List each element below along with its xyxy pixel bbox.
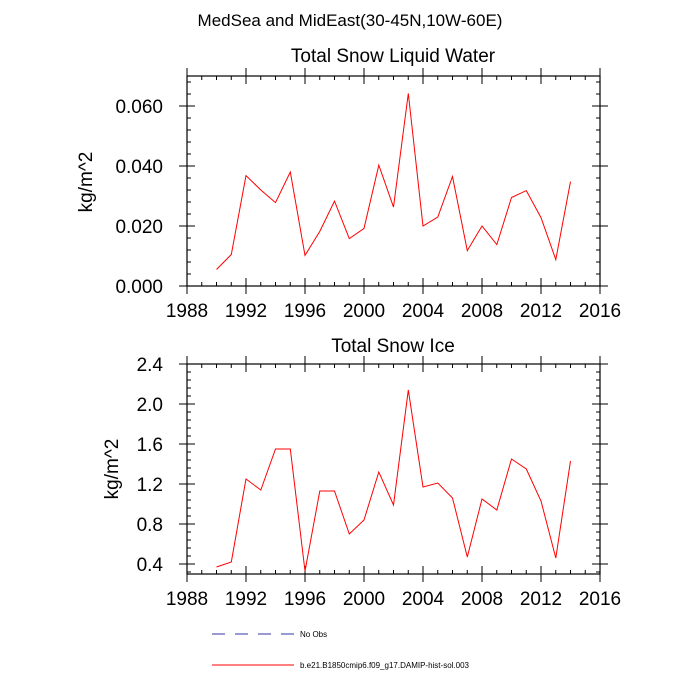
series-line bbox=[216, 93, 571, 270]
x-tick-label: 2012 bbox=[520, 301, 562, 322]
x-tick-label: 2012 bbox=[520, 589, 562, 610]
axis-ticks bbox=[179, 68, 608, 294]
x-tick-label: 2008 bbox=[461, 589, 503, 610]
figure-suptitle: MedSea and MidEast(30-45N,10W-60E) bbox=[197, 11, 503, 30]
x-tick-label: 1992 bbox=[225, 301, 267, 322]
x-tick-label: 1988 bbox=[166, 301, 208, 322]
y-tick-label: 0.020 bbox=[115, 217, 163, 238]
y-tick-label: 0.060 bbox=[115, 97, 163, 118]
y-tick-label: 1.6 bbox=[137, 435, 163, 456]
axis-ticks bbox=[179, 356, 608, 582]
chart-panel-snow-ice: Total Snow Ice kg/m^2 1988 1992 1996 2000 20… bbox=[102, 336, 621, 610]
series-lines bbox=[216, 389, 571, 572]
y-tick-label: 0.040 bbox=[115, 157, 163, 178]
tick-labels: 1988 1992 1996 2000 2004 2008 2012 2016 0.4 0.8 1.… bbox=[137, 355, 622, 610]
plot-frame bbox=[186, 363, 601, 575]
y-tick-label: 2.4 bbox=[137, 355, 164, 376]
legend-entry-model: b.e21.B1850cmip6.f09_g17.DAMIP-hist-sol.… bbox=[212, 661, 470, 670]
y-axis-label: kg/m^2 bbox=[76, 152, 97, 213]
chart-title: Total Snow Liquid Water bbox=[291, 46, 496, 67]
x-tick-label: 1988 bbox=[166, 589, 208, 610]
chart-title: Total Snow Ice bbox=[331, 336, 455, 357]
y-tick-label: 0.4 bbox=[137, 555, 164, 576]
x-tick-label: 2008 bbox=[461, 301, 503, 322]
tick-labels: 1988 1992 1996 2000 2004 2008 2012 2016 0.000 0.0… bbox=[115, 97, 621, 322]
y-tick-label: 1.2 bbox=[137, 475, 163, 496]
x-tick-label: 2000 bbox=[343, 301, 385, 322]
x-tick-label: 1992 bbox=[225, 589, 267, 610]
y-tick-label: 0.000 bbox=[115, 277, 163, 298]
plot-frame bbox=[186, 75, 601, 287]
y-tick-label: 2.0 bbox=[137, 395, 163, 416]
series-line bbox=[216, 389, 571, 572]
x-tick-label: 1996 bbox=[284, 589, 326, 610]
x-tick-label: 2004 bbox=[402, 301, 445, 322]
y-axis-label: kg/m^2 bbox=[102, 439, 123, 500]
legend-label: b.e21.B1850cmip6.f09_g17.DAMIP-hist-sol.… bbox=[300, 661, 470, 670]
legend-entry-no-obs: No Obs bbox=[212, 630, 327, 639]
x-tick-label: 2004 bbox=[402, 589, 445, 610]
x-tick-label: 2016 bbox=[579, 589, 621, 610]
y-tick-label: 0.8 bbox=[137, 515, 163, 536]
legend-label: No Obs bbox=[300, 630, 327, 639]
legend: No Obs b.e21.B1850cmip6.f09_g17.DAMIP-hi… bbox=[212, 630, 470, 670]
x-tick-label: 1996 bbox=[284, 301, 326, 322]
x-tick-label: 2000 bbox=[343, 589, 385, 610]
x-tick-label: 2016 bbox=[579, 301, 621, 322]
chart-panel-snow-liquid-water: Total Snow Liquid Water kg/m^2 1988 1992 1… bbox=[76, 46, 621, 322]
series-lines bbox=[216, 93, 571, 270]
